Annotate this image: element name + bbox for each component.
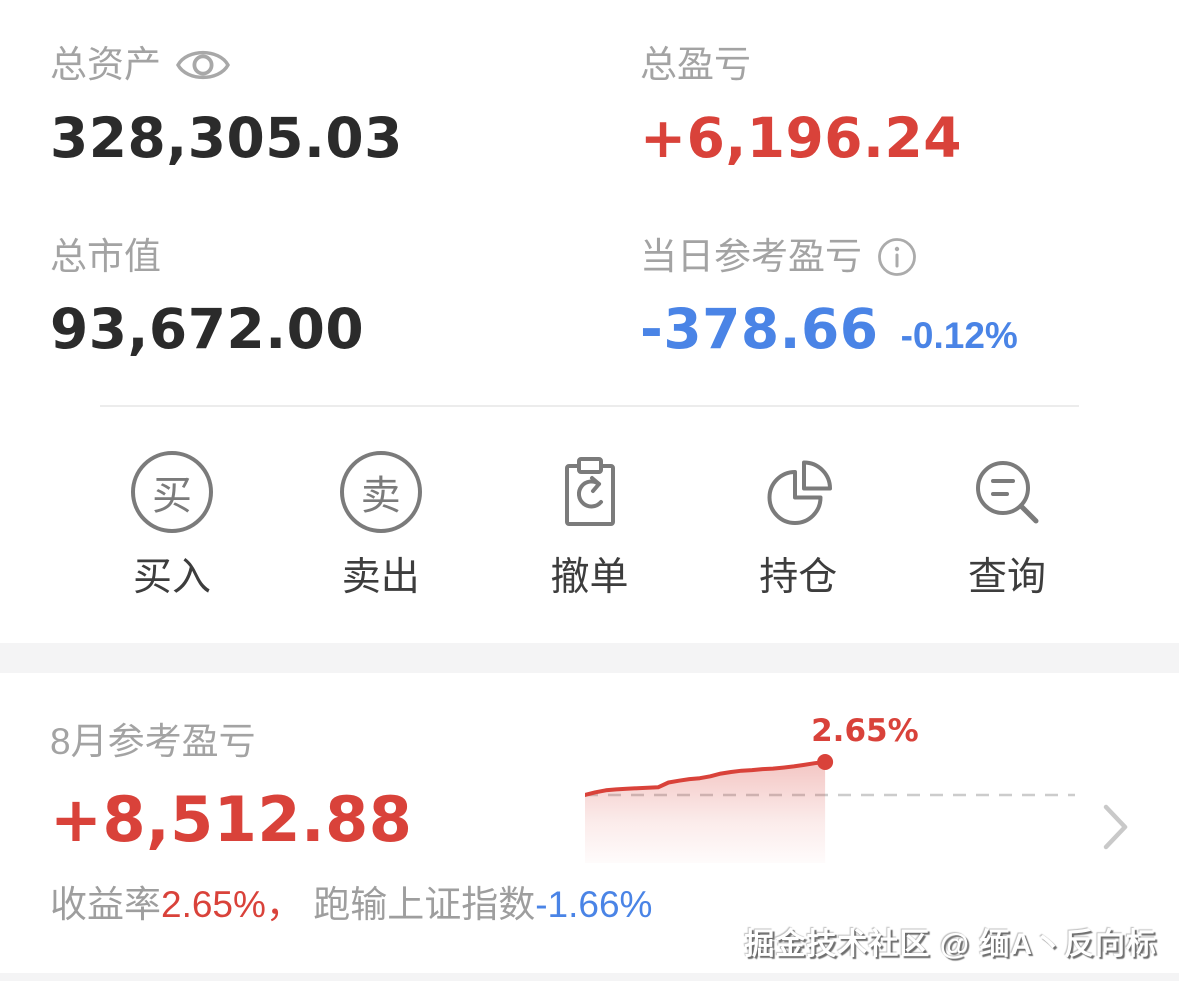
cancel-order-clipboard-icon (564, 457, 615, 527)
eye-icon[interactable] (175, 44, 231, 86)
summary-middle: 跑输上证指数 (302, 883, 536, 925)
positions-pie-icon (767, 460, 833, 526)
month-pnl-summary: 收益率2.65%， 跑输上证指数-1.66% (50, 883, 1129, 927)
sparkline-line (583, 759, 828, 797)
today-pnl-label: 当日参考盈亏 (640, 235, 862, 277)
section-band-divider (0, 642, 1179, 673)
sparkline-chart (583, 753, 1075, 863)
summary-index-pct: -1.66% (535, 883, 653, 925)
total-assets-value: 328,305.03 (50, 105, 403, 170)
sell-circle-icon: 卖 (339, 451, 422, 534)
sell-button[interactable]: 卖 卖出 (311, 451, 451, 600)
summary-prefix: 收益率 (50, 883, 161, 925)
cancel-order-label: 撤单 (550, 556, 629, 600)
buy-label: 买入 (132, 556, 211, 600)
total-pnl-value: +6,196.24 (640, 105, 962, 170)
query-label: 查询 (967, 556, 1046, 600)
month-return-sparkline: 2.65% (583, 712, 1075, 863)
total-market-value-label: 总市值 (50, 235, 161, 277)
section-divider (100, 405, 1079, 408)
chevron-right-icon[interactable] (1102, 803, 1130, 856)
buy-button[interactable]: 买 买入 (102, 451, 242, 600)
month-pnl-value: +8,512.88 (50, 782, 413, 856)
today-pnl-value: -378.66 (640, 297, 879, 362)
sparkline-annotation: 2.65% (811, 712, 919, 749)
total-market-value-value: 93,672.00 (50, 297, 365, 362)
month-pnl-label: 8月参考盈亏 (50, 720, 256, 762)
buy-glyph: 买 (152, 474, 192, 519)
total-market-value-block: 总市值 93,672.00 (50, 236, 640, 358)
summary-return-pct: 2.65%， (161, 883, 303, 925)
total-pnl-label: 总盈亏 (640, 44, 751, 85)
total-pnl-block: 总盈亏 +6,196.24 (640, 44, 1129, 166)
total-assets-block: 总资产 328,305.03 (50, 44, 640, 166)
account-summary-section: 总资产 328,305.03 总盈亏 +6,196.24 总市值 93,67 (50, 44, 1129, 600)
sell-glyph: 卖 (360, 474, 401, 519)
bottom-strip (0, 973, 1179, 981)
today-pnl-block: 当日参考盈亏 -378.66 -0.12% (640, 236, 1129, 358)
query-search-icon (976, 461, 1039, 524)
sparkline-endpoint-dot (817, 753, 834, 770)
today-pnl-percent: -0.12% (900, 315, 1018, 357)
positions-label: 持仓 (759, 556, 838, 600)
cancel-order-button[interactable]: 撤单 (520, 451, 660, 600)
trade-actions-row: 买 买入 卖 卖出 撤单 持仓 (50, 451, 1129, 600)
watermark-text: 掘金技术社区 @ 缅A丶反向标 (744, 927, 1157, 961)
total-assets-label: 总资产 (50, 44, 161, 85)
query-button[interactable]: 查询 (937, 451, 1077, 600)
info-icon[interactable] (876, 236, 918, 278)
positions-button[interactable]: 持仓 (728, 451, 868, 600)
month-pnl-card[interactable]: 8月参考盈亏 +8,512.88 收益率2.65%， 跑输上证指数-1.66% … (0, 673, 1179, 975)
buy-circle-icon: 买 (131, 451, 213, 534)
sell-label: 卖出 (341, 556, 420, 600)
sparkline-area-fill (585, 761, 826, 863)
